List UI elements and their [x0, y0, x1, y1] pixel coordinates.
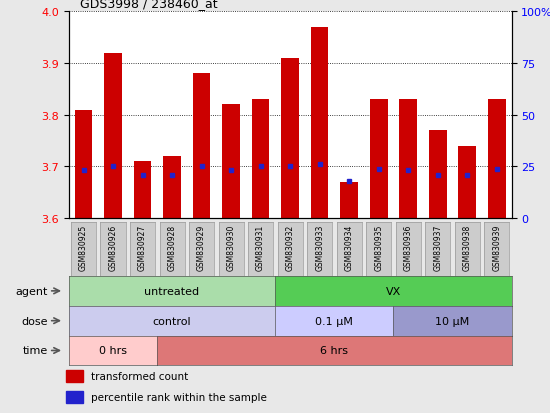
Text: GSM830931: GSM830931	[256, 224, 265, 271]
Text: percentile rank within the sample: percentile rank within the sample	[91, 392, 267, 402]
Text: 0 hrs: 0 hrs	[99, 346, 127, 356]
Text: agent: agent	[15, 286, 47, 296]
Text: GSM830929: GSM830929	[197, 224, 206, 271]
Text: dose: dose	[21, 316, 47, 326]
Bar	[370, 100, 388, 218]
Text: GSM830939: GSM830939	[492, 224, 501, 271]
Text: 6 hrs: 6 hrs	[321, 346, 348, 356]
Text: GSM830925: GSM830925	[79, 224, 88, 271]
Bar	[75, 110, 92, 218]
Text: GSM830934: GSM830934	[345, 224, 354, 271]
Text: GSM830932: GSM830932	[285, 224, 295, 271]
Bar	[134, 162, 151, 218]
Text: GDS3998 / 238460_at: GDS3998 / 238460_at	[80, 0, 217, 10]
Bar	[340, 183, 358, 218]
Text: control: control	[153, 316, 191, 326]
Bar	[488, 100, 505, 218]
Bar	[66, 391, 82, 403]
Bar	[311, 28, 328, 218]
Bar	[429, 131, 447, 218]
Bar	[192, 74, 211, 218]
Text: GSM830936: GSM830936	[404, 224, 412, 271]
Bar	[281, 59, 299, 218]
Text: GSM830930: GSM830930	[227, 224, 235, 271]
Text: time: time	[22, 346, 47, 356]
Bar	[222, 105, 240, 218]
Bar	[163, 157, 181, 218]
Text: 10 μM: 10 μM	[436, 316, 470, 326]
Text: GSM830926: GSM830926	[108, 224, 118, 271]
Text: GSM830933: GSM830933	[315, 224, 324, 271]
Bar	[399, 100, 417, 218]
Text: GSM830935: GSM830935	[374, 224, 383, 271]
Text: untreated: untreated	[145, 286, 200, 296]
Bar	[252, 100, 270, 218]
Text: transformed count: transformed count	[91, 371, 188, 381]
Text: 0.1 μM: 0.1 μM	[316, 316, 353, 326]
Bar	[66, 370, 82, 382]
Text: GSM830928: GSM830928	[168, 224, 177, 270]
Text: VX: VX	[386, 286, 401, 296]
Text: GSM830927: GSM830927	[138, 224, 147, 271]
Bar	[458, 146, 476, 218]
Bar	[104, 54, 122, 218]
Text: GSM830937: GSM830937	[433, 224, 442, 271]
Text: GSM830938: GSM830938	[463, 224, 472, 271]
